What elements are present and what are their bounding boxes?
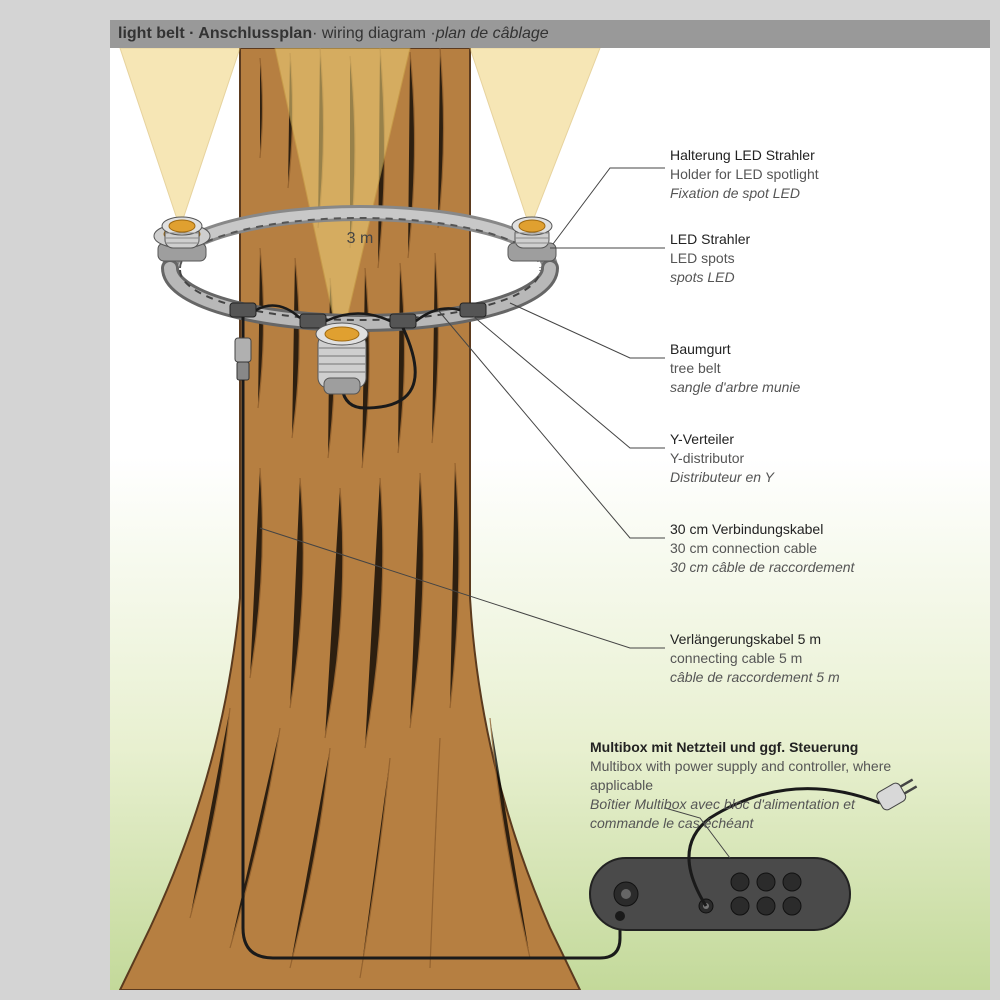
label-holder: Halterung LED Strahler Holder for LED sp… <box>670 146 819 203</box>
diagram-area: 3 m <box>110 48 990 990</box>
header-title-bold: light belt · Anschlussplan <box>118 25 312 43</box>
label-conn30: 30 cm Verbindungskabel 30 cm connection … <box>670 520 854 577</box>
label-ext5: Verlängerungskabel 5 m connecting cable … <box>670 630 840 687</box>
belt-length-label: 3 m <box>347 230 374 247</box>
header-title-italic: plan de câblage <box>436 25 549 43</box>
label-spot: LED Strahler LED spots spots LED <box>670 230 750 287</box>
multibox <box>590 858 850 930</box>
label-multibox: Multibox mit Netzteil und ggf. Steuerung… <box>590 738 920 832</box>
led-spot-right <box>508 217 556 261</box>
label-ydist: Y-Verteiler Y-distributor Distributeur e… <box>670 430 774 487</box>
diagram-svg: 3 m <box>110 48 990 990</box>
header-bar: light belt · Anschlussplan · wiring diag… <box>110 20 990 48</box>
label-belt: Baumgurt tree belt sangle d'arbre munie <box>670 340 800 397</box>
led-spot-left <box>154 217 210 261</box>
header-title-rest: · wiring diagram · <box>312 25 436 43</box>
